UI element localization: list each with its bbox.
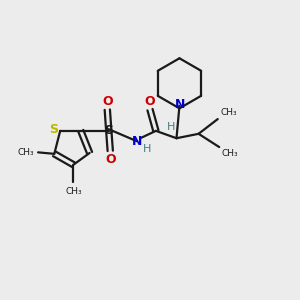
Text: O: O <box>102 95 112 108</box>
Text: N: N <box>175 98 185 111</box>
Text: CH₃: CH₃ <box>220 108 237 117</box>
Text: S: S <box>49 123 58 136</box>
Text: CH₃: CH₃ <box>221 149 238 158</box>
Text: H: H <box>167 122 176 132</box>
Text: N: N <box>132 135 142 148</box>
Text: H: H <box>143 143 151 154</box>
Text: CH₃: CH₃ <box>65 187 82 196</box>
Text: S: S <box>104 124 113 137</box>
Text: O: O <box>105 153 116 166</box>
Text: O: O <box>145 95 155 108</box>
Text: CH₃: CH₃ <box>17 148 34 157</box>
